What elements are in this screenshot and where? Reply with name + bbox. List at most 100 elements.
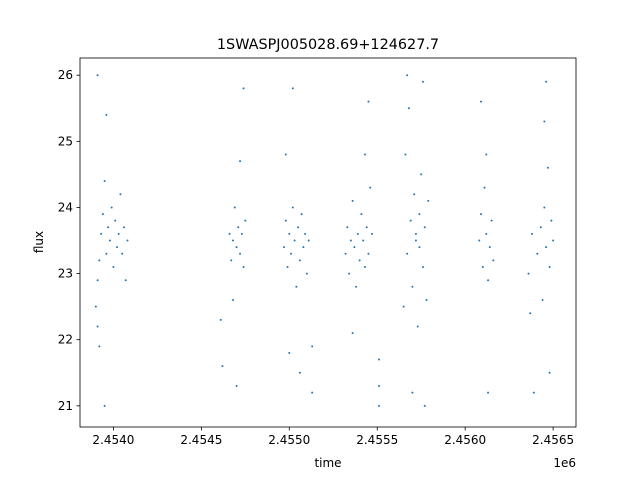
point bbox=[288, 232, 291, 235]
point bbox=[105, 252, 108, 255]
point bbox=[295, 285, 298, 288]
point bbox=[427, 199, 430, 202]
point bbox=[406, 252, 409, 255]
point bbox=[242, 265, 245, 268]
point bbox=[358, 259, 361, 262]
point bbox=[105, 113, 108, 116]
point bbox=[356, 232, 359, 235]
point bbox=[421, 80, 424, 83]
x-tick-label: 2.4545 bbox=[180, 433, 222, 447]
point bbox=[235, 246, 238, 249]
point bbox=[103, 180, 106, 182]
point bbox=[290, 252, 293, 255]
point bbox=[355, 285, 358, 288]
point bbox=[284, 153, 287, 156]
point bbox=[406, 74, 409, 77]
point bbox=[96, 325, 99, 328]
plot-frame bbox=[79, 57, 577, 428]
point bbox=[490, 219, 493, 222]
y-tick-label: 23 bbox=[58, 267, 73, 281]
point bbox=[411, 391, 414, 394]
point bbox=[360, 213, 363, 216]
point bbox=[407, 107, 410, 110]
point bbox=[119, 193, 122, 196]
point bbox=[98, 259, 101, 262]
point bbox=[414, 239, 417, 242]
x-tick-label: 2.4550 bbox=[268, 433, 310, 447]
point bbox=[291, 206, 294, 209]
point bbox=[349, 239, 352, 242]
point bbox=[124, 279, 127, 282]
point bbox=[362, 239, 365, 242]
point bbox=[348, 272, 351, 275]
chart-title: 1SWASPJ005028.69+124627.7 bbox=[217, 37, 439, 53]
point bbox=[481, 265, 484, 268]
point bbox=[298, 259, 301, 262]
point bbox=[543, 120, 546, 123]
point bbox=[369, 186, 372, 189]
point bbox=[311, 391, 314, 394]
point bbox=[539, 226, 542, 229]
point bbox=[541, 299, 544, 302]
y-tick-label: 26 bbox=[58, 68, 73, 82]
x-tick-label: 2.4555 bbox=[356, 433, 398, 447]
point bbox=[353, 246, 356, 249]
point bbox=[121, 252, 124, 255]
point bbox=[235, 385, 238, 387]
point bbox=[232, 299, 235, 302]
point bbox=[219, 318, 222, 321]
point bbox=[240, 232, 243, 235]
point bbox=[297, 226, 300, 229]
point bbox=[363, 265, 366, 268]
point bbox=[239, 252, 242, 255]
point bbox=[108, 239, 111, 242]
point bbox=[402, 305, 405, 308]
point bbox=[413, 193, 416, 196]
point bbox=[283, 246, 286, 249]
point bbox=[425, 299, 428, 302]
point bbox=[378, 404, 381, 407]
point bbox=[421, 265, 424, 268]
point bbox=[409, 219, 412, 222]
y-tick-label: 22 bbox=[58, 333, 73, 347]
point bbox=[122, 226, 125, 229]
point bbox=[107, 226, 110, 229]
point bbox=[418, 213, 421, 216]
point bbox=[487, 279, 490, 282]
point bbox=[94, 305, 97, 308]
y-tick-label: 24 bbox=[58, 200, 73, 214]
point bbox=[536, 252, 539, 255]
point bbox=[365, 226, 368, 229]
point bbox=[298, 371, 301, 374]
point bbox=[300, 213, 303, 216]
point bbox=[304, 232, 307, 235]
point bbox=[305, 272, 308, 275]
point bbox=[370, 232, 373, 235]
point bbox=[232, 239, 235, 242]
point bbox=[311, 345, 314, 348]
point bbox=[291, 87, 294, 90]
point bbox=[363, 153, 366, 156]
point bbox=[117, 232, 120, 235]
point bbox=[103, 404, 106, 407]
point bbox=[483, 186, 486, 189]
point bbox=[101, 213, 104, 216]
point bbox=[552, 239, 555, 242]
point bbox=[233, 206, 236, 209]
point bbox=[546, 166, 549, 169]
point bbox=[480, 100, 483, 103]
point bbox=[532, 391, 535, 394]
point bbox=[112, 265, 115, 268]
point bbox=[527, 272, 530, 275]
point bbox=[531, 232, 534, 235]
point bbox=[404, 153, 407, 156]
point bbox=[529, 312, 532, 315]
point bbox=[492, 259, 495, 262]
point bbox=[239, 160, 242, 163]
point bbox=[230, 259, 233, 262]
point bbox=[485, 232, 488, 235]
point bbox=[284, 219, 287, 222]
y-tick-label: 21 bbox=[58, 399, 73, 413]
